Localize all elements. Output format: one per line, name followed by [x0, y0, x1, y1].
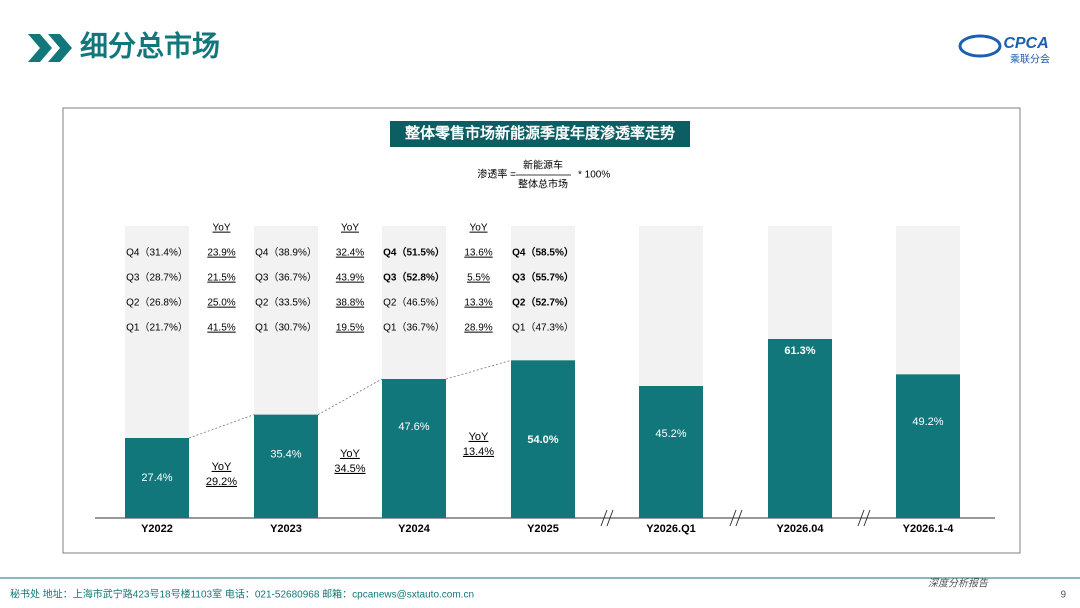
axis-break [863, 509, 871, 527]
yoy-value: 13.3% [464, 298, 492, 309]
trend-line [445, 359, 512, 380]
axis-break [857, 509, 865, 527]
quarter-label: Q4（38.9%） [255, 247, 317, 259]
yoy-header: YoY [341, 223, 359, 234]
bar [125, 437, 189, 518]
yoy-value: 43.9% [336, 273, 364, 284]
yoy-value: 13.6% [464, 248, 492, 259]
formula-rhs: * 100% [578, 170, 610, 181]
quarter-label: Q1（30.7%） [255, 322, 317, 334]
quarter-label: Q3（28.7%） [126, 272, 188, 284]
formula-denominator: 整体总市场 [518, 178, 568, 191]
yoy-value: 32.4% [336, 248, 364, 259]
quarter-label: Q3（52.8%） [383, 271, 445, 284]
logo-mark [958, 34, 1002, 58]
axis-break [606, 509, 614, 527]
chevron [28, 34, 52, 62]
quarter-label: Q3（55.7%） [512, 271, 574, 284]
x-tick-label: Y2026.1-4 [903, 523, 955, 535]
yoy-value: 25.0% [207, 298, 235, 309]
footer-report: 深度分析报告 [928, 578, 989, 590]
logo: CPCA [1003, 35, 1048, 52]
quarter-label: Q1（21.7%） [126, 322, 188, 334]
yoy-value: 41.5% [207, 323, 235, 334]
trend-line [317, 378, 383, 415]
x-tick-label: Y2025 [527, 523, 559, 535]
quarter-label: Q4（31.4%） [126, 247, 188, 259]
growth-label: YoY [212, 461, 232, 473]
formula-numerator: 新能源车 [523, 159, 563, 172]
bar [254, 414, 318, 518]
axis-break [729, 509, 737, 527]
yoy-value: 5.5% [467, 273, 490, 284]
bar [511, 360, 575, 518]
yoy-header: YoY [470, 223, 488, 234]
quarter-label: Q3（36.7%） [255, 272, 317, 284]
slide-title: 细分总市场 [80, 29, 220, 61]
quarter-label: Q2（46.5%） [383, 297, 445, 309]
x-tick-label: Y2023 [270, 523, 302, 535]
axis-break [735, 509, 743, 527]
bar [639, 386, 703, 518]
x-tick-label: Y2026.Q1 [646, 523, 696, 535]
bar [382, 379, 446, 518]
chart-title-box [390, 121, 690, 147]
x-tick-label: Y2024 [398, 523, 431, 535]
trend-line [188, 414, 255, 439]
quarter-label: Q2（26.8%） [126, 297, 188, 309]
quarter-label: Q4（51.5%） [383, 246, 445, 259]
axis-break [600, 509, 608, 527]
yoy-value: 38.8% [336, 298, 364, 309]
chevron [48, 34, 72, 62]
yoy-value: 21.5% [207, 273, 235, 284]
bar [768, 339, 832, 518]
yoy-value: 19.5% [336, 323, 364, 334]
value-label: 49.2% [912, 416, 943, 428]
quarter-label: Q2（52.7%） [512, 296, 574, 309]
logo-sub: 乘联分会 [1010, 53, 1050, 66]
footer-address: 秘书处 地址：上海市武宁路423号18号楼1103室 电话：021-526809… [10, 588, 474, 601]
quarter-label: Q1（36.7%） [383, 322, 445, 334]
chart-title: 整体零售市场新能源季度年度渗透率走势 [405, 124, 675, 142]
growth-label: YoY [469, 431, 489, 443]
yoy-value: 23.9% [207, 248, 235, 259]
value-label: 35.4% [270, 449, 301, 461]
bar [896, 374, 960, 518]
growth-label: YoY [340, 448, 360, 460]
growth-value: 34.5% [334, 463, 365, 475]
value-label: 61.3% [784, 345, 815, 357]
quarter-label: Q1（47.3%） [512, 322, 574, 334]
value-label: 27.4% [141, 472, 172, 484]
yoy-header: YoY [213, 223, 231, 234]
quarter-label: Q2（33.5%） [255, 297, 317, 309]
yoy-value: 28.9% [464, 323, 492, 334]
growth-value: 13.4% [463, 446, 494, 458]
value-label: 54.0% [527, 434, 558, 446]
value-label: 45.2% [655, 428, 686, 440]
page-number: 9 [1060, 590, 1066, 601]
growth-value: 29.2% [206, 476, 237, 488]
quarter-label: Q4（58.5%） [512, 246, 574, 259]
value-label: 47.6% [398, 421, 429, 433]
x-tick-label: Y2022 [141, 523, 173, 535]
x-tick-label: Y2026.04 [776, 523, 824, 535]
formula-lhs: 渗透率 = [477, 168, 516, 181]
